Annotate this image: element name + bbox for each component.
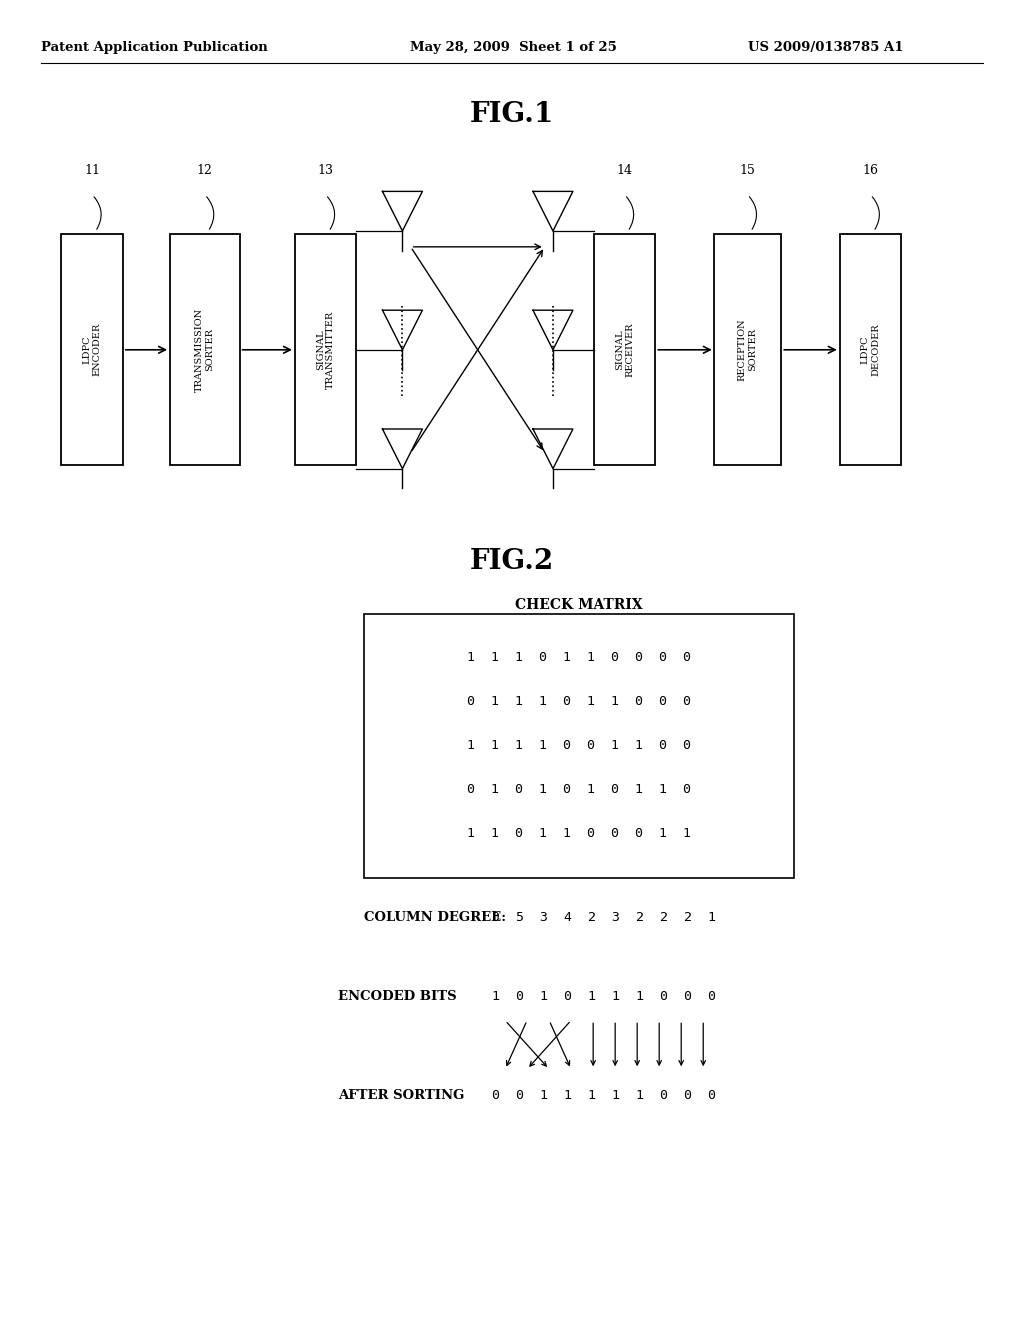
Text: FIG.2: FIG.2 bbox=[470, 548, 554, 574]
Text: Patent Application Publication: Patent Application Publication bbox=[41, 41, 267, 54]
Bar bbox=[61, 235, 123, 466]
Bar bbox=[364, 614, 794, 878]
Bar bbox=[840, 235, 901, 466]
Text: SIGNAL
RECEIVER: SIGNAL RECEIVER bbox=[615, 322, 634, 378]
Bar bbox=[170, 235, 240, 466]
Bar bbox=[295, 235, 356, 466]
Text: US 2009/0138785 A1: US 2009/0138785 A1 bbox=[748, 41, 903, 54]
Text: 1  1  1  1  0  0  1  1  0  0: 1 1 1 1 0 0 1 1 0 0 bbox=[467, 739, 690, 752]
Text: SIGNAL
TRANSMITTER: SIGNAL TRANSMITTER bbox=[316, 310, 335, 389]
Text: 13: 13 bbox=[317, 165, 334, 177]
Text: 1  1  0  1  1  0  0  0  1  1: 1 1 0 1 1 0 0 0 1 1 bbox=[467, 828, 690, 841]
Text: FIG.1: FIG.1 bbox=[470, 102, 554, 128]
Text: RECEPTION
SORTER: RECEPTION SORTER bbox=[738, 318, 757, 381]
Text: 14: 14 bbox=[616, 165, 633, 177]
Text: 12: 12 bbox=[197, 165, 213, 177]
Text: LDPC
ENCODER: LDPC ENCODER bbox=[83, 323, 101, 376]
Text: AFTER SORTING: AFTER SORTING bbox=[338, 1089, 464, 1102]
Text: 0  0  1  1  1  1  1  0  0  0: 0 0 1 1 1 1 1 0 0 0 bbox=[493, 1089, 716, 1102]
Text: 1  1  1  0  1  1  0  0  0  0: 1 1 1 0 1 1 0 0 0 0 bbox=[467, 651, 690, 664]
Text: COLUMN DEGREE:: COLUMN DEGREE: bbox=[364, 911, 506, 924]
Text: 3  5  3  4  2  3  2  2  2  1: 3 5 3 4 2 3 2 2 2 1 bbox=[493, 911, 716, 924]
Bar bbox=[715, 235, 780, 466]
Text: CHECK MATRIX: CHECK MATRIX bbox=[515, 598, 642, 611]
Text: LDPC
DECODER: LDPC DECODER bbox=[861, 323, 880, 376]
Bar bbox=[594, 235, 655, 466]
Text: May 28, 2009  Sheet 1 of 25: May 28, 2009 Sheet 1 of 25 bbox=[410, 41, 616, 54]
Text: TRANSMISSION
SORTER: TRANSMISSION SORTER bbox=[196, 308, 214, 392]
Text: 0  1  1  1  0  1  1  0  0  0: 0 1 1 1 0 1 1 0 0 0 bbox=[467, 696, 690, 709]
Text: 16: 16 bbox=[862, 165, 879, 177]
Text: 15: 15 bbox=[739, 165, 756, 177]
Text: 1  0  1  0  1  1  1  0  0  0: 1 0 1 0 1 1 1 0 0 0 bbox=[493, 990, 716, 1003]
Text: 0  1  0  1  0  1  0  1  1  0: 0 1 0 1 0 1 0 1 1 0 bbox=[467, 783, 690, 796]
Text: ENCODED BITS: ENCODED BITS bbox=[338, 990, 457, 1003]
Text: 11: 11 bbox=[84, 165, 100, 177]
